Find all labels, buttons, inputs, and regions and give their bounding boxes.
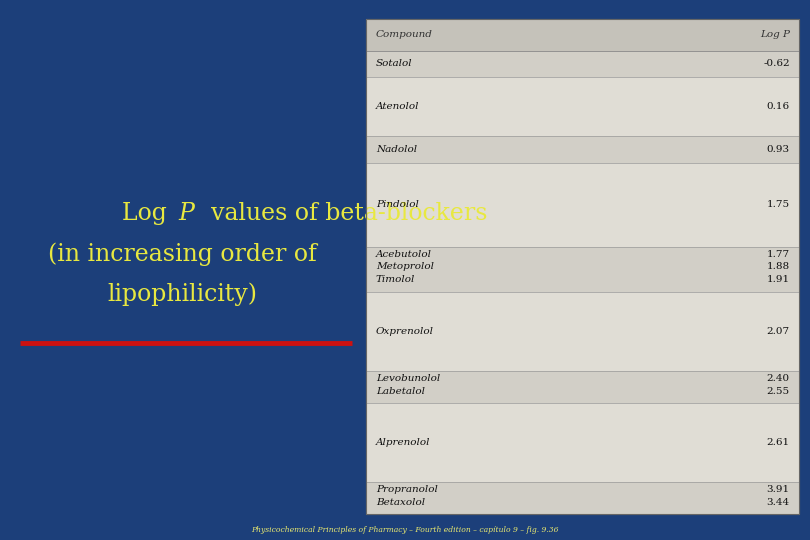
Text: Compound: Compound — [376, 30, 433, 39]
Text: lipophilicity): lipophilicity) — [107, 282, 258, 306]
Text: 1.77
1.88
1.91: 1.77 1.88 1.91 — [766, 250, 790, 284]
Bar — [366, 51, 799, 77]
Text: Propranolol
Betaxolol: Propranolol Betaxolol — [376, 485, 437, 507]
Bar — [366, 372, 799, 403]
Text: 2.61: 2.61 — [766, 438, 790, 447]
Text: P: P — [178, 202, 194, 225]
Text: Levobunolol
Labetalol: Levobunolol Labetalol — [376, 374, 440, 396]
Text: 1.75: 1.75 — [766, 200, 790, 210]
Text: Nadolol: Nadolol — [376, 145, 417, 154]
Text: 3.91
3.44: 3.91 3.44 — [766, 485, 790, 507]
Text: Physicochemical Principles of Pharmacy – Fourth edition – capítulo 9 – fig. 9.36: Physicochemical Principles of Pharmacy –… — [251, 525, 559, 534]
Bar — [366, 77, 799, 136]
Bar — [366, 482, 799, 514]
Text: 2.07: 2.07 — [766, 327, 790, 336]
Text: 0.16: 0.16 — [766, 102, 790, 111]
Bar — [366, 136, 799, 163]
Bar — [366, 163, 799, 247]
Bar — [366, 19, 799, 514]
Bar — [366, 19, 799, 51]
Text: Alprenolol: Alprenolol — [376, 438, 430, 447]
Text: 2.40
2.55: 2.40 2.55 — [766, 374, 790, 396]
Bar — [366, 403, 799, 482]
Text: (in increasing order of: (in increasing order of — [48, 242, 317, 266]
Text: Acebutolol
Metoprolol
Timolol: Acebutolol Metoprolol Timolol — [376, 250, 434, 284]
Text: Log P: Log P — [760, 30, 790, 39]
Text: Oxprenolol: Oxprenolol — [376, 327, 434, 336]
Text: Log: Log — [122, 202, 174, 225]
Bar — [366, 247, 799, 292]
Bar — [366, 292, 799, 372]
Bar — [366, 19, 799, 514]
Text: Pindolol: Pindolol — [376, 200, 419, 210]
Text: values of beta-blockers: values of beta-blockers — [211, 202, 487, 225]
Text: Atenolol: Atenolol — [376, 102, 420, 111]
Text: 0.93: 0.93 — [766, 145, 790, 154]
Text: Sotalol: Sotalol — [376, 59, 412, 69]
Text: -0.62: -0.62 — [763, 59, 790, 69]
